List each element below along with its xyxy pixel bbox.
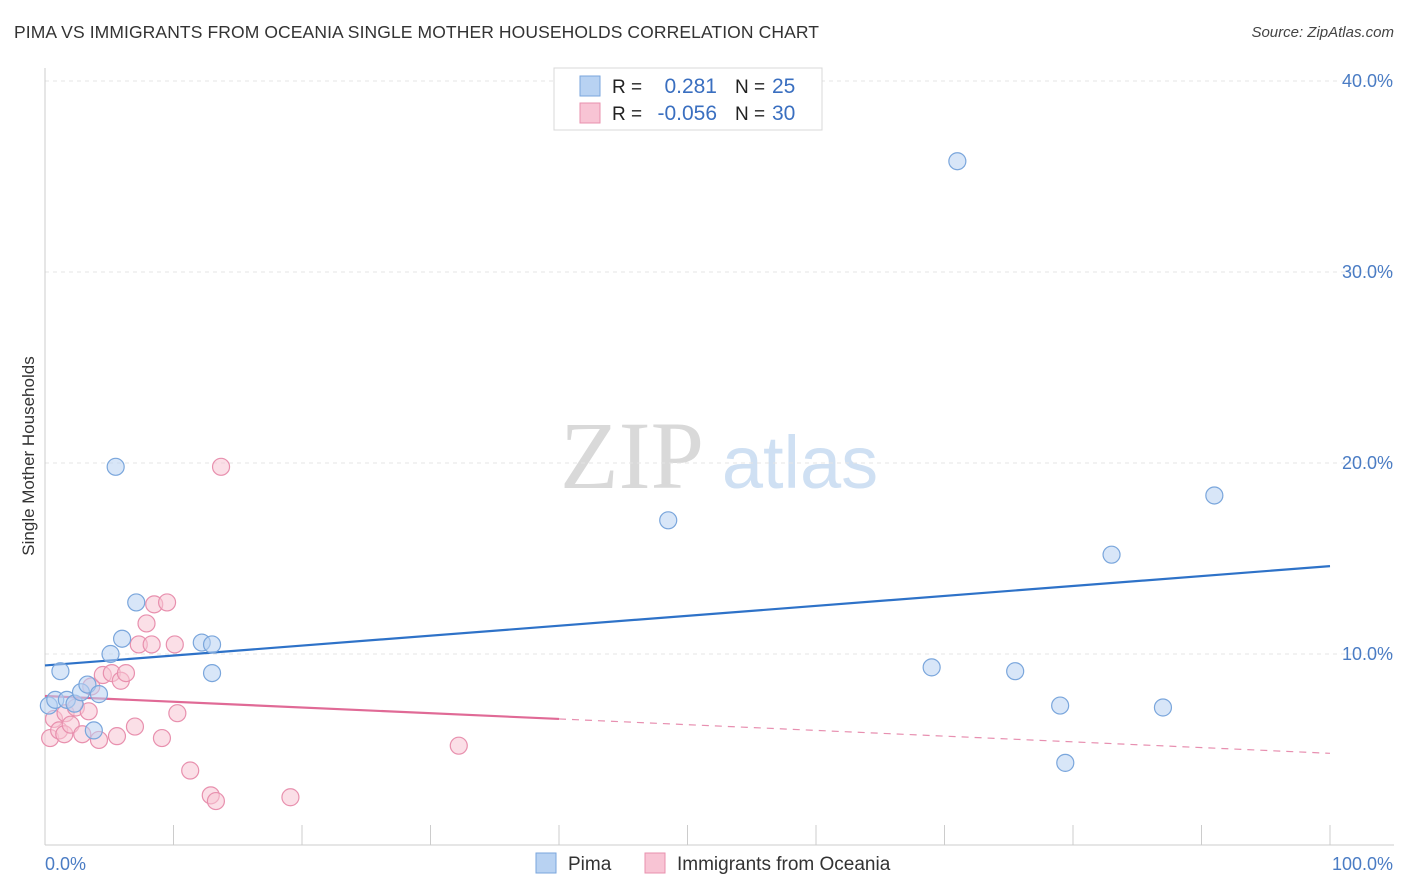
oceania-trend-line-extension bbox=[558, 718, 1331, 754]
pima-point-22 bbox=[1102, 545, 1121, 564]
pima-point-12 bbox=[112, 629, 132, 648]
pima-point-14 bbox=[202, 663, 222, 683]
x-tick-label-min: 0.0% bbox=[45, 854, 86, 874]
pima-series-swatch bbox=[535, 852, 557, 874]
oceania-point-19 bbox=[142, 635, 161, 654]
oceania-n-value: 30 bbox=[772, 102, 795, 125]
pima-point-20 bbox=[1051, 696, 1070, 715]
oceania-point-29 bbox=[281, 788, 300, 807]
oceania-series-swatch bbox=[644, 852, 666, 874]
pima-point-7 bbox=[84, 721, 103, 740]
x-tick-label-max: 100.0% bbox=[1332, 854, 1393, 874]
pima-point-16 bbox=[659, 511, 678, 530]
pima-n-label: N = bbox=[735, 77, 765, 98]
pima-point-21 bbox=[1056, 753, 1075, 772]
oceania-point-15 bbox=[116, 663, 136, 683]
watermark-zip: ZIP bbox=[560, 402, 704, 509]
oceania-point-8 bbox=[79, 702, 98, 721]
pima-point-15 bbox=[202, 635, 222, 654]
gridlines bbox=[45, 80, 1394, 655]
chart-title: PIMA VS IMMIGRANTS FROM OCEANIA SINGLE M… bbox=[14, 22, 820, 42]
oceania-trend-line bbox=[44, 694, 560, 721]
y-tick-label-40: 40.0% bbox=[1342, 71, 1393, 91]
oceania-point-22 bbox=[157, 593, 177, 612]
pima-point-9 bbox=[101, 644, 120, 664]
oceania-point-21 bbox=[152, 728, 172, 748]
oceania-series-label: Immigrants from Oceania bbox=[677, 854, 891, 875]
pima-point-17 bbox=[922, 658, 941, 677]
oceania-legend-swatch bbox=[579, 102, 601, 124]
series-legend: Pima Immigrants from Oceania bbox=[535, 852, 891, 875]
pima-point-18 bbox=[948, 152, 967, 171]
pima-series-label: Pima bbox=[568, 854, 612, 875]
pima-point-23 bbox=[1153, 698, 1173, 717]
oceania-point-23 bbox=[165, 635, 184, 654]
oceania-point-18 bbox=[137, 614, 156, 633]
x-tick-labels: 0.0% 100.0% bbox=[45, 854, 1393, 874]
pima-legend-swatch bbox=[579, 75, 601, 97]
source-credit: Source: ZipAtlas.com bbox=[1251, 24, 1394, 41]
oceania-point-27 bbox=[206, 791, 226, 811]
axes bbox=[44, 68, 1394, 846]
pima-point-24 bbox=[1205, 486, 1224, 505]
pima-point-10 bbox=[106, 457, 125, 476]
y-tick-label-20: 20.0% bbox=[1342, 453, 1393, 473]
pima-point-19 bbox=[1006, 662, 1025, 681]
oceania-r-label: R = bbox=[612, 104, 642, 125]
x-tick-marks bbox=[44, 825, 1331, 845]
oceania-point-30 bbox=[449, 736, 468, 755]
oceania-n-label: N = bbox=[735, 104, 765, 125]
oceania-point-13 bbox=[107, 727, 127, 746]
pima-point-8 bbox=[89, 685, 109, 704]
data-points bbox=[39, 152, 1224, 811]
pima-r-label: R = bbox=[612, 77, 642, 98]
pima-r-value: 0.281 bbox=[664, 75, 717, 98]
oceania-r-value: -0.056 bbox=[657, 102, 717, 125]
stats-legend: R = 0.281 N = 25 R = -0.056 N = 30 bbox=[553, 67, 823, 131]
oceania-point-16 bbox=[125, 717, 145, 736]
pima-point-2 bbox=[51, 662, 70, 681]
oceania-point-25 bbox=[181, 761, 200, 780]
pima-n-value: 25 bbox=[772, 75, 795, 98]
y-tick-labels: 10.0% 20.0% 30.0% 40.0% bbox=[1342, 71, 1393, 664]
oceania-point-28 bbox=[211, 457, 231, 476]
pima-trend-line bbox=[44, 565, 1331, 667]
y-tick-label-10: 10.0% bbox=[1342, 644, 1393, 664]
y-tick-label-30: 30.0% bbox=[1342, 262, 1393, 282]
pima-point-11 bbox=[127, 593, 146, 612]
trend-lines bbox=[44, 565, 1331, 754]
y-axis-label: Single Mother Households bbox=[19, 356, 38, 555]
oceania-point-24 bbox=[168, 704, 187, 723]
